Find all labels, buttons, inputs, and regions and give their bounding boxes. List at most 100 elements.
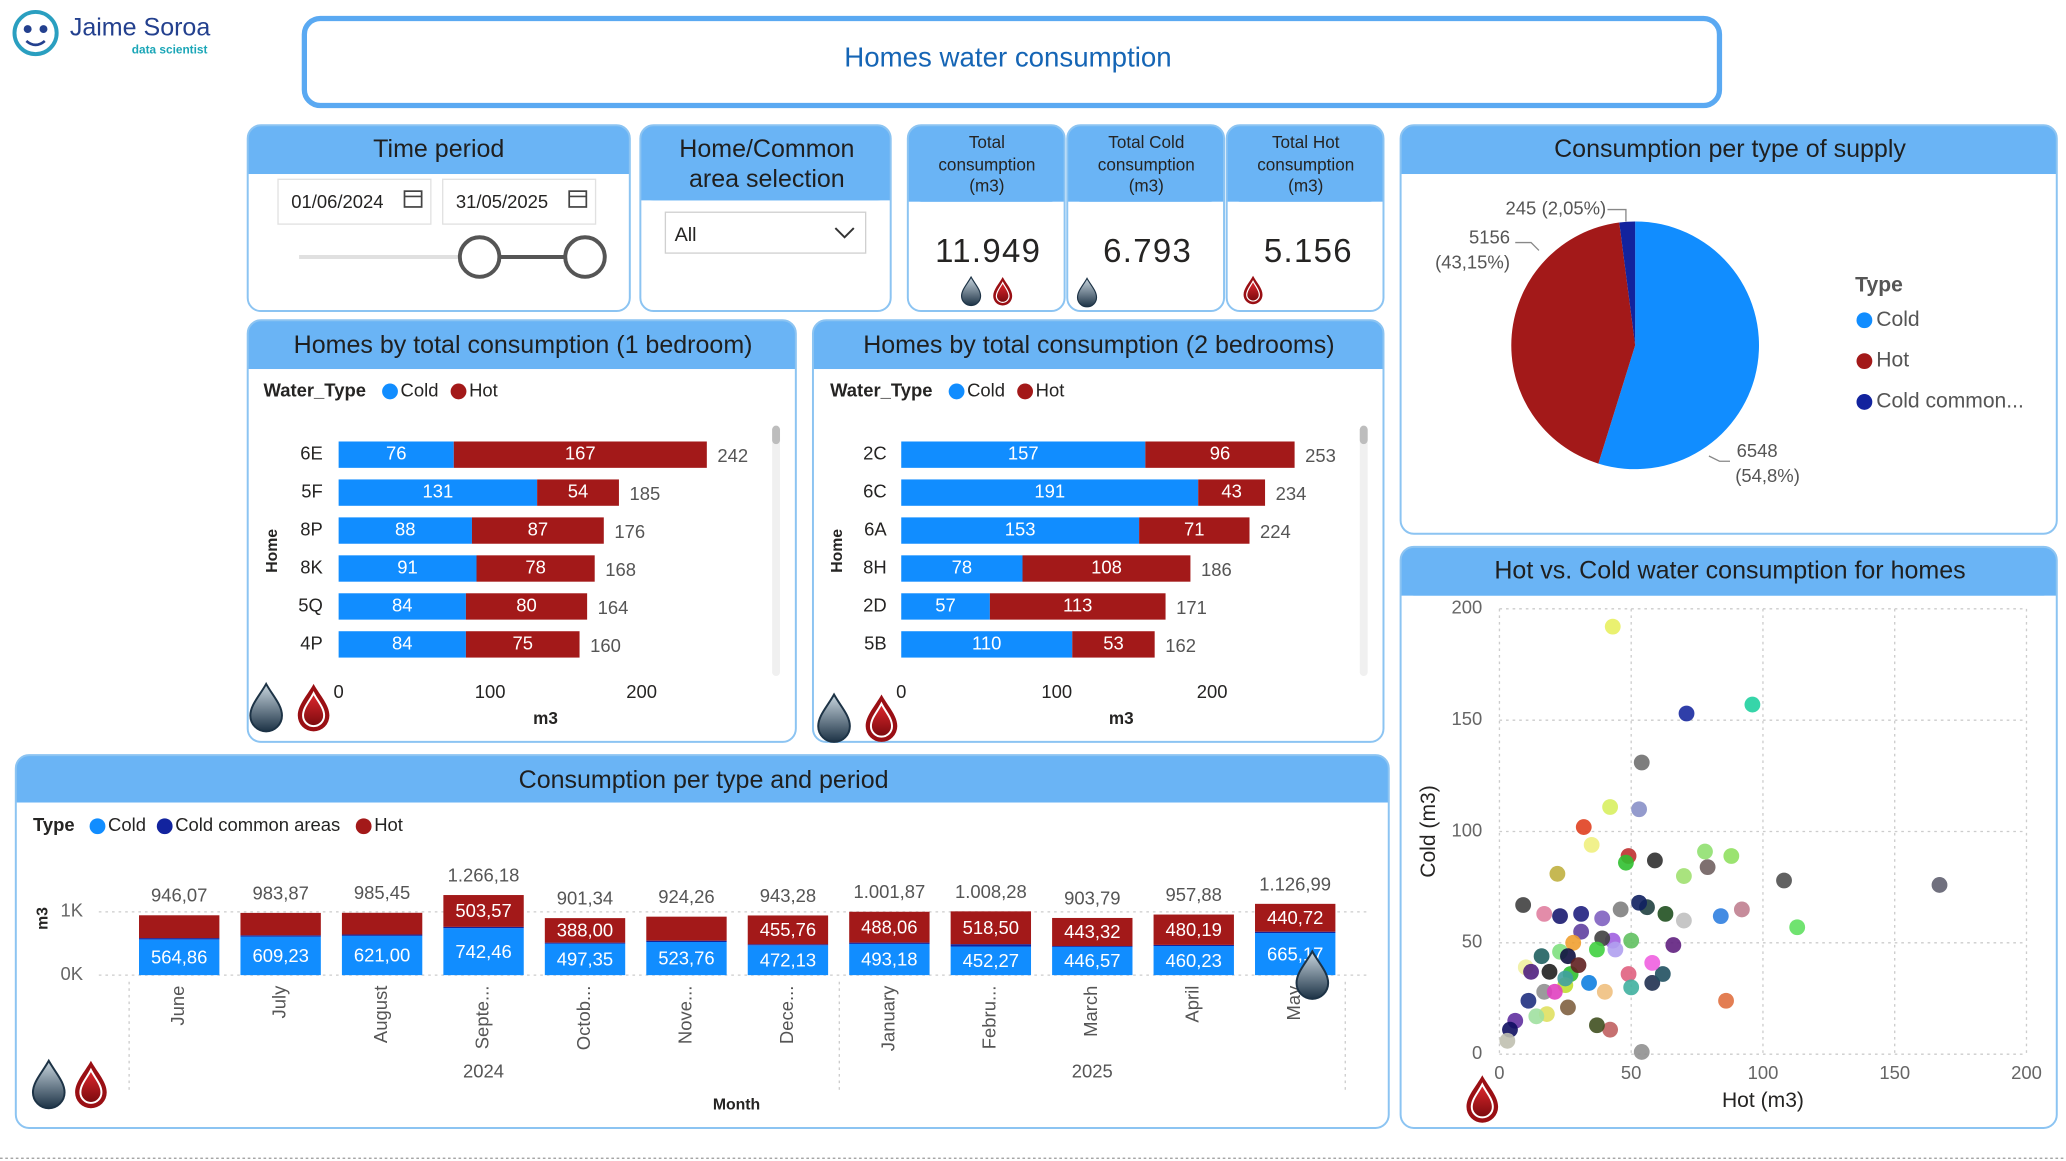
scatter-point [1581,975,1597,991]
y-tick-label: 6E [300,443,323,464]
slider-thumb[interactable] [563,235,607,279]
date-input[interactable] [277,178,432,225]
pie-slice [1511,222,1636,464]
data-label: 78 [525,556,546,577]
scatter-point [1657,905,1674,922]
total-label: 253 [1305,445,1336,466]
scatter-point [1618,854,1634,871]
brand: Jaime Soroa [70,14,211,42]
data-label: 96 [1210,443,1231,464]
bar-segment [544,943,626,976]
scatter-point [1623,932,1640,949]
bar-segment [1198,479,1266,506]
bar-segment [901,441,1146,468]
data-label: 245 [1506,197,1537,218]
y-axis-label: Cold (m3) [1417,785,1440,878]
total-label: 1.001,87 [853,881,925,902]
data-label: 153 [1005,518,1036,539]
y-tick-label: 2C [863,443,887,464]
panel-border [246,319,797,743]
scrollbar[interactable] [772,425,781,677]
scatter-point [1520,992,1537,1009]
kpi-label: consumption [938,156,1035,175]
panel-title: Consumption per type of supply [1554,135,1906,163]
scatter-point [1596,983,1613,1000]
kpi-label: (m3) [1129,177,1164,196]
x-tick-label: Octob... [573,986,594,1051]
panel-header [812,355,1384,370]
legend-label: Hot [1036,379,1065,400]
scrollbar[interactable] [1359,425,1368,677]
data-label: 157 [1008,443,1039,464]
legend-label: Cold [967,379,1005,400]
data-label: 75 [512,632,533,653]
bar-segment [465,593,588,620]
y-tick-label: 50 [1462,931,1483,952]
x-tick-label: March [1080,986,1101,1037]
bar-segment [338,593,466,620]
pie-slice [1619,221,1636,346]
total-label: 185 [629,483,660,504]
data-label: 440,72 [1267,907,1323,928]
panel-border [1066,124,1226,313]
total-label: 186 [1201,559,1232,580]
x-tick-label: 100 [475,681,506,702]
bar-segment [139,915,220,939]
slider-thumb[interactable] [457,235,502,279]
scatter-point [1560,948,1576,965]
scatter-point [1552,908,1568,925]
scatter-point [1583,836,1600,853]
scatter-point [1644,954,1661,971]
page-title: Homes water consumption [844,42,1171,73]
x-tick-label: Septe... [471,986,492,1050]
bar-segment [341,935,423,976]
panel-border [1225,124,1385,313]
legend-label: Cold [108,814,146,835]
legend-title: Water_Type [264,379,366,400]
y-tick-label: 5B [864,632,887,653]
data-label: 472,13 [760,949,816,970]
bar-segment [544,942,626,944]
x-tick-label: 150 [1879,1062,1910,1083]
bar-segment [901,479,1199,506]
scatter-point [1549,865,1566,882]
legend-marker [1856,312,1873,329]
y-tick-label: 6C [863,480,887,501]
data-label: 78 [952,556,973,577]
dropdown[interactable] [664,211,867,254]
x-tick-label: August [370,986,391,1043]
bar-segment [443,928,524,976]
data-label: 564,86 [151,946,207,967]
data-label: 53 [1103,632,1124,653]
scatter-point [1536,905,1553,922]
total-label: 983,87 [252,882,308,903]
scatter-point [1515,897,1532,913]
date-input[interactable] [442,178,597,225]
scatter-point [1602,799,1619,815]
panel-title: Homes by total consumption (1 bedroom) [294,331,753,359]
panel-header [1226,125,1384,202]
y-tick-label: 1K [60,900,83,921]
data-label: 191 [1034,480,1065,501]
x-tick-label: July [269,985,290,1019]
scroll-thumb[interactable] [772,425,781,445]
scatter-point [1623,979,1640,996]
leader-line [1515,241,1540,251]
bar-segment [139,938,220,940]
panel-header [247,355,796,370]
x-tick-label: 50 [1621,1062,1642,1083]
panel-border [1399,545,2058,1129]
x-tick-label: Febru... [979,986,1000,1050]
panel-title: Consumption per type and period [519,766,889,794]
total-label: 1.266,18 [448,864,520,885]
scroll-thumb[interactable] [1359,425,1368,445]
bar-segment [476,555,595,582]
scatter-point [1931,877,1948,893]
total-label: 1.126,99 [1259,873,1331,894]
scatter-point [1604,618,1621,635]
date-end: 31/05/2025 [456,191,548,212]
bar-segment [471,517,604,544]
scatter-point [1565,934,1582,951]
bar-segment [1139,517,1250,544]
kpi-label: consumption [1257,156,1354,175]
